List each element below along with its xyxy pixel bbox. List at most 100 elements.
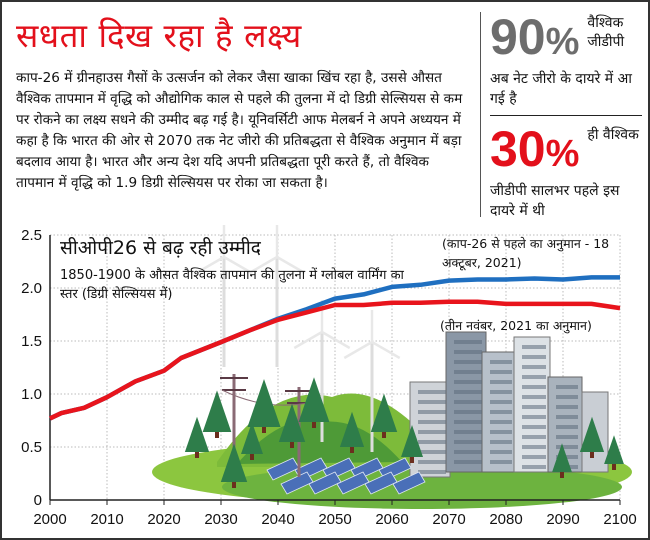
window-row — [490, 400, 512, 404]
tree — [278, 403, 306, 442]
tree-trunk — [410, 457, 414, 463]
y-tick-label: 0 — [34, 492, 42, 509]
tree — [202, 390, 232, 432]
y-tick-label: 2.5 — [21, 227, 42, 244]
y-tick-label: 1.0 — [21, 386, 42, 403]
divider — [490, 115, 642, 116]
wind-turbines — [195, 225, 401, 452]
tree-trunk — [382, 432, 386, 438]
tree — [241, 422, 263, 454]
stat-description: जीडीपी सालभर पहले इस दायरे में थी — [490, 183, 620, 219]
blue-series-label: (काप-26 से पहले का अनुमान - 18 अक्टूबर, … — [442, 236, 610, 270]
tree-trunk — [312, 422, 316, 428]
window-row — [418, 390, 446, 394]
turbine-blade — [223, 255, 253, 275]
tree-trunk — [350, 447, 354, 453]
x-tick-label: 2080 — [489, 511, 522, 528]
window-row — [556, 415, 578, 419]
tree-trunk — [560, 472, 564, 478]
stat-number: 30 — [490, 121, 546, 177]
window-row — [556, 385, 578, 389]
window-row — [418, 450, 446, 454]
x-tick-label: 2070 — [432, 511, 465, 528]
hill-back — [237, 420, 402, 464]
x-tick-label: 2100 — [603, 511, 636, 528]
window-row — [490, 420, 512, 424]
tree-trunk — [232, 482, 236, 488]
y-tick-label: 0.5 — [21, 439, 42, 456]
x-tick-label: 2090 — [546, 511, 579, 528]
blue-series-label-box: (काप-26 से पहले का अनुमान - 18 अक्टूबर, … — [442, 236, 610, 270]
turbine-blade — [293, 330, 323, 350]
x-tick-label: 2020 — [147, 511, 180, 528]
window-row — [490, 390, 512, 394]
window-row — [556, 445, 578, 449]
window-row — [490, 430, 512, 434]
x-tick-label: 2030 — [204, 511, 237, 528]
window-row — [418, 440, 446, 444]
tree — [604, 435, 624, 464]
warming-chart: 2000 2010 2020 2030 2040 2050 2060 2070 2080 2090… — [21, 225, 637, 528]
window-row — [454, 410, 482, 414]
stat-side-label: ही वैश्विक — [587, 127, 639, 143]
tree — [220, 443, 248, 482]
x-tick-label: 2010 — [90, 511, 123, 528]
stat-number: 90 — [490, 9, 546, 65]
tree — [339, 411, 365, 447]
chart-title: सीओपी26 से बढ़ रही उम्मीद — [60, 236, 262, 259]
stat-value: 90% — [490, 10, 579, 69]
trees — [184, 377, 624, 488]
window-row — [490, 460, 512, 464]
tree-trunk — [250, 454, 254, 460]
window-row — [454, 400, 482, 404]
window-row — [454, 440, 482, 444]
window-row — [418, 400, 446, 404]
window-row — [522, 455, 546, 459]
tree-trunk — [215, 432, 219, 438]
solar-panel — [392, 471, 426, 495]
window-row — [522, 445, 546, 449]
tree — [552, 443, 572, 472]
tree-trunk — [262, 427, 266, 433]
window-row — [418, 420, 446, 424]
tree-trunk — [612, 464, 616, 470]
tree — [579, 416, 605, 452]
turbine-blade — [343, 340, 373, 360]
window-row — [490, 410, 512, 414]
window-row — [522, 395, 546, 399]
window-row — [490, 380, 512, 384]
window-row — [454, 430, 482, 434]
body-text: काप-26 में ग्रीनहाउस गैसों के उत्सर्जन क… — [16, 70, 463, 191]
window-row — [522, 405, 546, 409]
window-row — [454, 380, 482, 384]
window-row — [556, 405, 578, 409]
stat-side-label: वैश्विक जीडीपी — [587, 15, 625, 50]
window-row — [556, 425, 578, 429]
tree — [247, 379, 281, 427]
series-lines — [49, 275, 621, 421]
stat-30: 30% ही वैश्विक जीडीपी सालभर पहले इस दायर… — [490, 122, 642, 221]
window-row — [522, 415, 546, 419]
tree — [184, 416, 210, 452]
window-row — [490, 440, 512, 444]
window-row — [454, 450, 482, 454]
stat-unit: % — [545, 133, 580, 175]
tree — [370, 393, 398, 432]
tree-trunk — [590, 452, 594, 458]
window-row — [454, 350, 482, 354]
turbine-blade — [371, 340, 401, 360]
window-row — [490, 360, 512, 364]
window-row — [490, 370, 512, 374]
x-tick-label: 2060 — [375, 511, 408, 528]
window-row — [418, 410, 446, 414]
window-row — [556, 455, 578, 459]
tree-trunk — [290, 442, 294, 448]
turbine-blade — [195, 255, 225, 275]
window-row — [522, 425, 546, 429]
chart-subtitle-box: 1850-1900 के औसत वैश्विक तापमान की तुलना… — [60, 268, 404, 302]
headline: सधता दिख रहा है लक्ष्य — [16, 16, 302, 55]
red-series-label: (तीन नवंबर, 2021 का अनुमान) — [440, 318, 592, 334]
tree — [401, 425, 423, 457]
window-row — [522, 465, 546, 469]
